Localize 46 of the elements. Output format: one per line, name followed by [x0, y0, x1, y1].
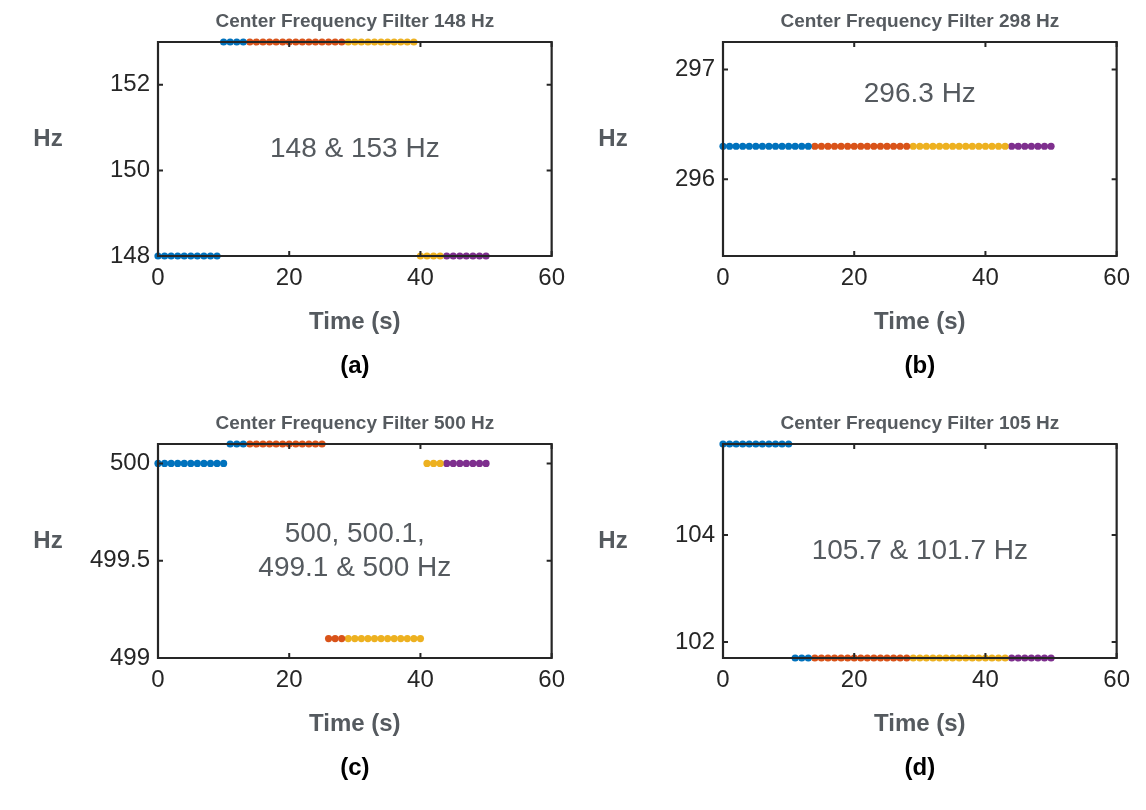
y-tick-label: 296 [674, 163, 715, 191]
annotation: 105.7 & 101.7 Hz [811, 533, 1029, 565]
y-tick-label: 102 [674, 626, 715, 654]
y-tick-label: 297 [674, 54, 715, 82]
text: (c) [340, 752, 370, 780]
x-tick-label: 0 [151, 263, 165, 291]
y-tick-label: 499.5 [89, 545, 150, 573]
x-axis-title: Time (s) [874, 708, 966, 736]
x-tick-label: 40 [972, 263, 999, 291]
x-tick-label: 0 [716, 263, 730, 291]
x-axis-title: Time (s) [309, 708, 401, 736]
chart-title: Center Frequency Filter 148 Hz [215, 10, 495, 32]
chart-title: Center Frequency Filter 105 Hz [780, 412, 1060, 434]
y-tick-label: 104 [674, 519, 715, 547]
x-tick-label: 40 [407, 665, 434, 693]
x-axis-title: Time (s) [309, 306, 401, 334]
text: (b) [904, 350, 936, 378]
annotation: 296.3 Hz [863, 76, 976, 108]
y-axis-title: Hz [33, 525, 63, 553]
x-tick-label: 40 [972, 665, 999, 693]
x-tick-label: 20 [275, 263, 303, 291]
x-tick-label: 60 [538, 263, 565, 291]
x-tick-label: 60 [1103, 263, 1130, 291]
annotation: 148 & 153 Hz [269, 131, 440, 163]
y-tick-label: 500 [109, 448, 150, 476]
chart-title: Center Frequency Filter 500 Hz [215, 412, 495, 434]
y-axis-title: Hz [598, 123, 628, 151]
annotation: 500, 500.1, 499.1 & 500 Hz [258, 516, 452, 582]
y-tick-label: 152 [109, 69, 150, 97]
y-axis-title: Hz [598, 525, 628, 553]
x-tick-label: 40 [407, 263, 434, 291]
x-tick-label: 60 [1103, 665, 1130, 693]
x-tick-label: 20 [840, 665, 868, 693]
x-axis-title: Time (s) [874, 306, 966, 334]
x-tick-label: 60 [538, 665, 565, 693]
y-tick-label: 150 [109, 155, 150, 183]
text: (a) [340, 350, 370, 378]
y-tick-label: 499 [109, 642, 150, 670]
chart-title: Center Frequency Filter 298 Hz [780, 10, 1060, 32]
y-tick-label: 148 [109, 240, 150, 268]
x-tick-label: 0 [151, 665, 165, 693]
x-tick-label: 0 [716, 665, 730, 693]
y-axis-title: Hz [33, 123, 63, 151]
x-tick-label: 20 [840, 263, 868, 291]
text: (d) [904, 752, 936, 780]
x-tick-label: 20 [275, 665, 303, 693]
